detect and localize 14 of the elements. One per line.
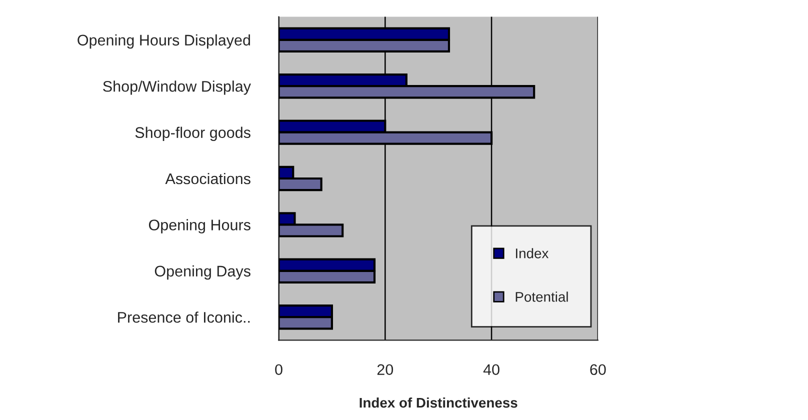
y-tick-label: Shop/Window Display [103,80,251,95]
y-tick-label: Opening Hours Displayed [78,34,250,49]
x-tick-label: 20 [377,364,394,376]
y-tick-label: Presence of Iconic.. [118,312,250,323]
y-tick-label: Shop-floor goods [135,126,250,142]
x-tick-label: 0 [275,364,282,376]
y-tick-label: Associations [165,172,250,184]
y-tick-label: Opening Days [154,265,250,280]
x-axis-title: Index of Distinctiveness [360,397,518,408]
legend-label: Index [516,248,549,258]
y-tick-label: Opening Hours [148,219,250,234]
x-tick-label: 40 [483,364,500,376]
x-tick-label: 60 [590,364,606,376]
legend-label: Potential [516,292,568,302]
